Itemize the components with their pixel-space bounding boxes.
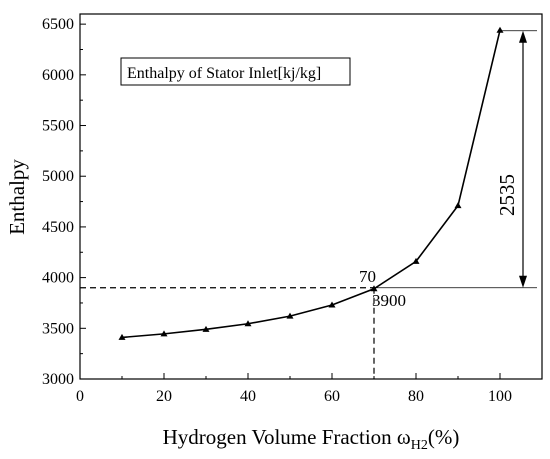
data-point [496,26,504,33]
y-tick-label: 4000 [42,270,74,287]
x-tick-label: 100 [488,388,512,405]
data-point [202,325,210,332]
legend-box [120,57,351,86]
difference-arrow-head-down [519,275,527,288]
y-tick-label: 3500 [42,320,74,337]
data-point [328,301,336,308]
x-tick-label: 20 [156,388,172,405]
y-tick-label: 5000 [42,168,74,185]
data-point [244,320,252,327]
axis-ticks: 0 20 40 60 80 100 3000 3500 4000 4500 5000 5500 6000… [42,16,512,405]
difference-label: 2535 [495,174,519,216]
point-y-label: 3900 [372,291,406,310]
data-point [412,257,420,264]
y-tick-label: 6000 [42,67,74,84]
x-tick-label: 40 [240,388,256,405]
y-tick-label: 5500 [42,118,74,135]
x-axis-title-sub: H2 [411,438,428,453]
y-tick-label: 6500 [42,16,74,33]
data-point [286,312,294,319]
x-tick-label: 80 [408,388,424,405]
legend-text: Enthalpy of Stator Inlet[kj/kg] [127,65,321,82]
y-tick-label: 4500 [42,219,74,236]
y-tick-label: 3000 [42,371,74,388]
reference-lines [80,30,537,379]
point-x-label: 70 [359,267,376,286]
difference-arrow-head-up [519,30,527,43]
x-tick-label: 0 [76,388,84,405]
x-axis-title-main: Hydrogen Volume Fraction ω [163,425,411,449]
x-axis-title-suffix: (%) [428,425,459,449]
data-point [370,285,378,292]
series-layer [118,26,504,340]
data-point [160,330,168,337]
plot-frame [79,13,543,380]
x-tick-label: 60 [324,388,340,405]
data-point [454,202,462,209]
y-axis-title: Enthalpy [5,159,29,235]
data-point [118,333,126,340]
series-line [121,30,501,339]
x-axis-title: Hydrogen Volume Fraction ωH2(%) [163,425,460,453]
